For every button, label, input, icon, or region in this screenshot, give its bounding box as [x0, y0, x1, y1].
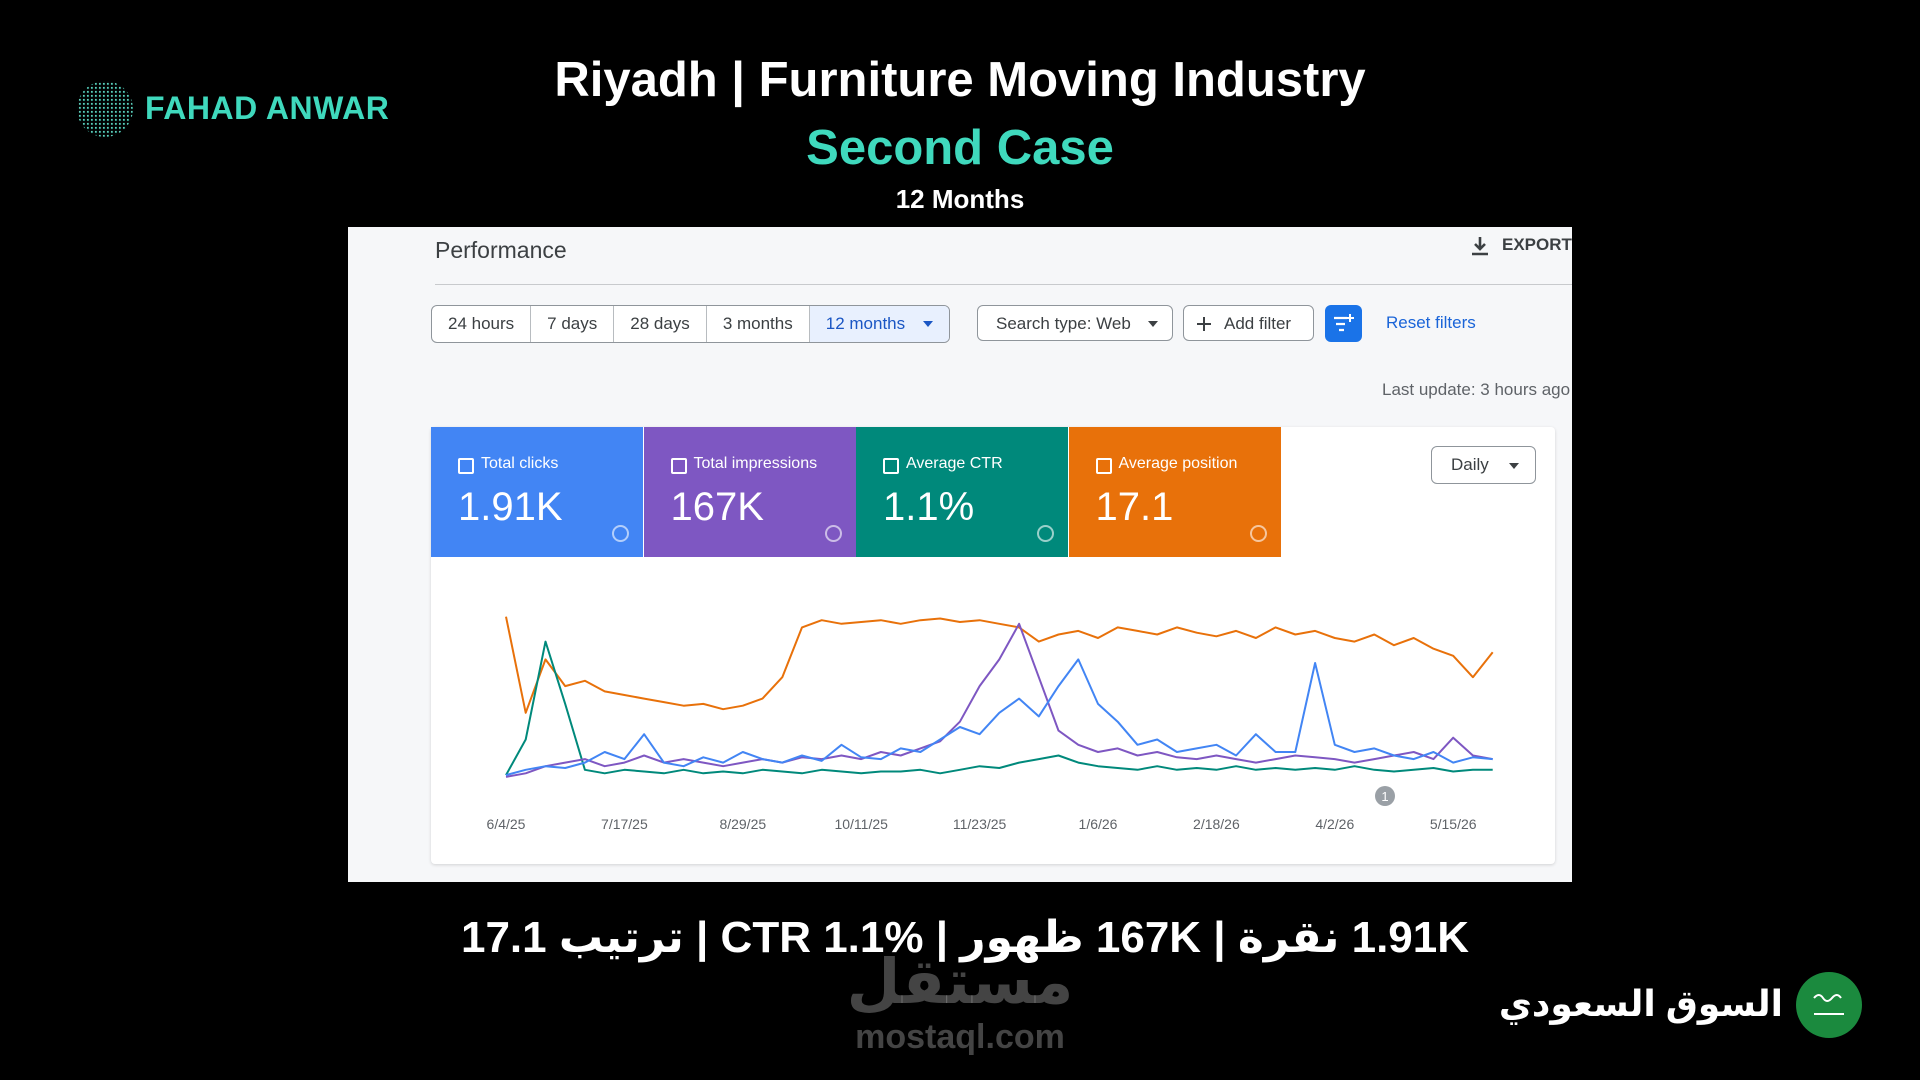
- date-range-button[interactable]: 28 days: [613, 306, 706, 342]
- x-tick-label: 10/11/25: [834, 816, 888, 832]
- series-line: [505, 658, 1493, 777]
- series-line: [505, 622, 1493, 778]
- saudi-flag: [1796, 972, 1862, 1038]
- metric-value: 1.91K: [458, 485, 563, 529]
- date-range-label: 24 hours: [448, 314, 515, 333]
- period: 12 Months: [895, 184, 1025, 214]
- metric-label: Total impressions: [693, 455, 818, 472]
- help-icon: [612, 525, 629, 542]
- divider: [435, 284, 1572, 285]
- summary: 1.91K نقرة | 167K ظهور | CTR 1.1% | ترتي…: [460, 913, 1470, 962]
- title: Riyadh | Furniture Moving Industry: [554, 53, 1366, 107]
- date-range-label: 28 days: [630, 314, 690, 333]
- panel-title: Performance: [435, 237, 567, 263]
- series-line: [505, 616, 1494, 714]
- metric-card[interactable]: Total clicks 1.91K: [431, 427, 643, 557]
- performance-chart: 6/4/25 7/17/25 8/29/25 10/11/25 11/23/25 1/6/…: [487, 616, 1494, 832]
- x-tick-label: 1/6/26: [1079, 816, 1118, 832]
- date-range-label: 3 months: [722, 314, 793, 333]
- chart-panel: Total clicks 1.91K Total impressions 167K Av…: [431, 427, 1555, 864]
- date-range-label: 7 days: [547, 314, 598, 333]
- annotation-label: 1: [1381, 789, 1388, 804]
- granularity-dropdown[interactable]: Daily: [1431, 446, 1536, 484]
- date-range-label: 12 months: [825, 314, 906, 333]
- annotation-marker: [1375, 786, 1395, 806]
- date-range-button[interactable]: 7 days: [530, 306, 613, 342]
- metric-value: 167K: [670, 485, 764, 529]
- last-update: Last update: 3 hours ago: [1382, 380, 1571, 399]
- x-tick-label: 7/17/25: [601, 816, 648, 832]
- metric-label: Average position: [1118, 455, 1238, 472]
- add-filter-label: Add filter: [1224, 314, 1292, 333]
- x-tick-label: 4/2/26: [1315, 816, 1354, 832]
- metric-label: Average CTR: [906, 455, 1003, 472]
- add-filter-button[interactable]: Add filter: [1183, 305, 1314, 341]
- help-icon: [1249, 525, 1267, 542]
- metric-card[interactable]: Average position 17.1: [1068, 427, 1281, 557]
- help-icon: [824, 525, 842, 542]
- search-type-label: Search type: Web: [996, 314, 1131, 333]
- help-icon: [1037, 525, 1054, 542]
- watermark: مستقل: [846, 948, 1074, 1017]
- reset-filters-link[interactable]: Reset filters: [1386, 313, 1476, 332]
- checkbox: [1095, 458, 1112, 474]
- x-tick-label: 6/4/25: [487, 816, 526, 832]
- market-label: السوق السعودي: [1498, 983, 1783, 1024]
- date-range-button[interactable]: 3 months: [705, 306, 809, 342]
- checkbox: [883, 458, 899, 474]
- metric-value: 1.1%: [883, 485, 975, 529]
- x-tick-label: 2/18/26: [1193, 816, 1240, 832]
- search-type-button[interactable]: Search type: Web: [977, 305, 1173, 341]
- screenshot-panel: Performance EXPORT 24 hours 7 days 28 days…: [348, 227, 1572, 882]
- caret: [1148, 321, 1158, 327]
- date-range-button[interactable]: 12 months: [808, 306, 950, 342]
- caret: [923, 321, 934, 327]
- filter-icon: [1334, 314, 1354, 332]
- metric-card[interactable]: Total impressions 167K: [643, 427, 856, 557]
- x-tick-label: 8/29/25: [719, 816, 766, 832]
- granularity-label: Daily: [1451, 455, 1489, 474]
- export-icon: [1472, 237, 1488, 256]
- checkbox: [670, 458, 687, 474]
- export-button[interactable]: EXPORT: [1502, 235, 1572, 254]
- metric-value: 17.1: [1095, 485, 1174, 529]
- metric-card[interactable]: Average CTR 1.1%: [856, 427, 1068, 557]
- subtitle: Second Case: [806, 121, 1114, 175]
- caret: [1509, 463, 1519, 469]
- series-line: [505, 640, 1493, 776]
- x-tick-label: 11/23/25: [953, 816, 1007, 832]
- brand-logo: [77, 81, 133, 137]
- date-range-group: 24 hours 7 days 28 days 3 months 12 months: [431, 305, 951, 343]
- x-tick-label: 5/15/26: [1430, 816, 1477, 832]
- metric-label: Total clicks: [481, 455, 559, 472]
- plus-icon: [1197, 317, 1211, 331]
- filter-icon-button[interactable]: [1325, 305, 1362, 342]
- watermark-url: mostaql.com: [855, 1018, 1065, 1056]
- brand-name: FAHAD ANWAR: [145, 90, 390, 126]
- date-range-button[interactable]: 24 hours: [432, 306, 530, 342]
- checkbox: [458, 458, 474, 474]
